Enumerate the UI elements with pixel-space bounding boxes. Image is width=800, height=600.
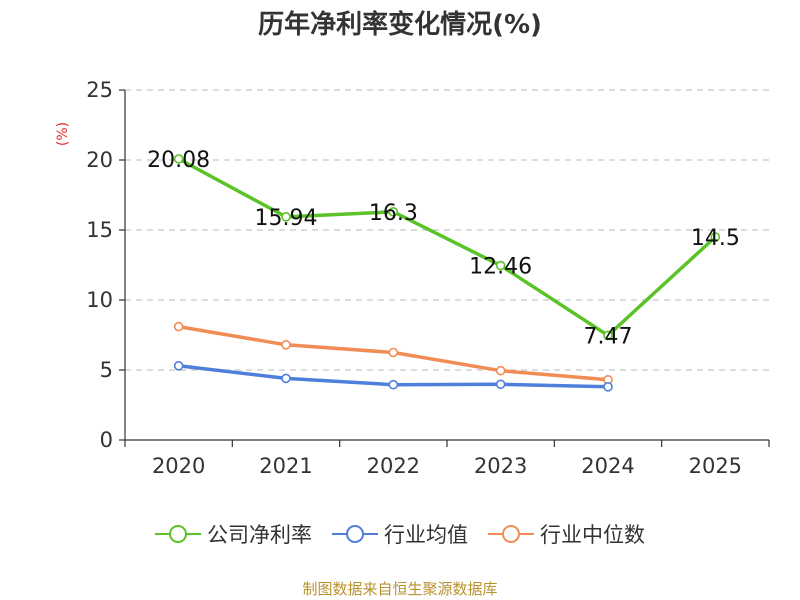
x-tick-label: 2021 xyxy=(259,454,312,478)
legend-item-industry-mean[interactable]: 行业均值 xyxy=(332,519,468,549)
data-point xyxy=(281,339,291,350)
legend-item-industry-median[interactable]: 行业中位数 xyxy=(488,519,645,549)
data-point xyxy=(495,379,506,390)
legend-label-industry-mean: 行业均值 xyxy=(384,523,468,547)
y-tick-label: 0 xyxy=(100,428,113,452)
data-label: 16.3 xyxy=(369,201,418,226)
x-tick-label: 2023 xyxy=(474,454,527,478)
data-label: 12.46 xyxy=(469,255,532,280)
data-point xyxy=(173,321,184,332)
legend-marker-industry-median xyxy=(488,525,534,543)
legend-label-company: 公司净利率 xyxy=(207,523,312,547)
data-point xyxy=(388,207,399,217)
data-point xyxy=(281,373,291,384)
data-point xyxy=(173,360,184,371)
legend: 公司净利率 行业均值 行业中位数 xyxy=(0,519,800,549)
x-tick-label: 2022 xyxy=(367,454,420,478)
x-tick-label: 2024 xyxy=(581,454,634,478)
legend-marker-industry-mean xyxy=(332,525,378,543)
data-point xyxy=(173,154,184,164)
data-source-note: 制图数据来自恒生聚源数据库 xyxy=(302,580,498,598)
data-point xyxy=(603,330,613,341)
data-label: 7.47 xyxy=(584,324,633,349)
y-tick-label: 5 xyxy=(100,358,113,382)
data-point xyxy=(710,232,721,242)
data-label: 14.5 xyxy=(691,226,740,251)
x-tick-label: 2025 xyxy=(689,454,742,478)
y-tick-label: 25 xyxy=(86,78,113,102)
data-point xyxy=(495,260,506,271)
series-line-0 xyxy=(177,157,717,338)
data-label: 15.94 xyxy=(255,206,318,231)
y-tick-label: 20 xyxy=(86,148,113,172)
chart-title: 历年净利率变化情况(%) xyxy=(258,10,542,40)
data-point xyxy=(495,365,506,376)
data-point xyxy=(281,212,291,222)
legend-marker-company xyxy=(155,525,201,543)
y-tick-label: 15 xyxy=(86,218,113,242)
data-point xyxy=(603,381,613,392)
data-label: 20.08 xyxy=(147,148,210,173)
x-tick-label: 2020 xyxy=(152,454,205,478)
data-point xyxy=(388,347,399,358)
data-point xyxy=(388,379,399,390)
y-tick-label: 10 xyxy=(86,288,113,312)
legend-item-company[interactable]: 公司净利率 xyxy=(155,519,312,549)
legend-label-industry-median: 行业中位数 xyxy=(540,523,645,547)
